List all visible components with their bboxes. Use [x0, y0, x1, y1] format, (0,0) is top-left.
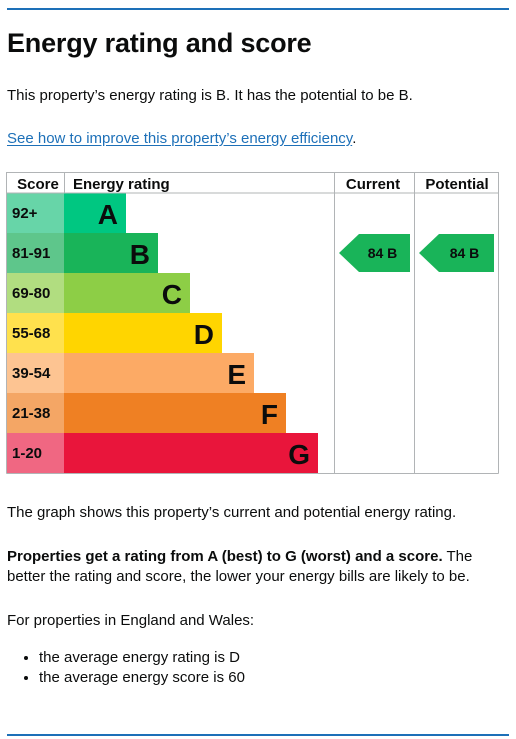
band-letter-d: D [194, 319, 214, 350]
chart-headers: Score Energy rating Current Potential [17, 176, 489, 193]
score-cell-f [7, 393, 64, 433]
band-bar-e [64, 353, 254, 393]
graph-caption: The graph shows this property’s current … [7, 504, 457, 521]
score-range-f: 21-38 [12, 405, 50, 422]
rating-markers: 84 B 84 B [339, 234, 494, 272]
rating-bands: 92+ A 81-91 B 69-80 C 55-68 D 39-54 E 21-38 F 1-20 G [7, 193, 318, 473]
band-letter-f: F [261, 399, 278, 430]
header-current: Current [346, 176, 400, 193]
score-cell-g [7, 433, 64, 473]
score-cell-e [7, 353, 64, 393]
current-rating-arrow [339, 234, 410, 272]
band-bar-f [64, 393, 286, 433]
header-score: Score [17, 176, 59, 193]
band-bar-a [64, 193, 126, 233]
band-bar-g [64, 433, 318, 473]
band-bar-c [64, 273, 190, 313]
top-rule [7, 8, 509, 10]
chart-grid [6, 172, 499, 474]
average-rating-item: the average energy rating is D [39, 648, 245, 668]
band-bar-b [64, 233, 158, 273]
rating-info: Properties get a rating from A (best) to… [7, 547, 507, 587]
band-letter-e: E [227, 359, 246, 390]
rating-summary: This property’s energy rating is B. It h… [7, 87, 413, 104]
improve-efficiency-link[interactable]: See how to improve this property’s energ… [7, 130, 353, 147]
bottom-rule [7, 734, 509, 736]
score-range-e: 39-54 [12, 365, 51, 382]
score-range-a: 92+ [12, 205, 38, 222]
band-letter-g: G [288, 439, 310, 470]
region-intro: For properties in England and Wales: [7, 612, 255, 629]
header-potential: Potential [425, 176, 488, 193]
averages-list: the average energy rating is D the avera… [7, 648, 245, 688]
rating-info-bold: Properties get a rating from A (best) to… [7, 548, 443, 565]
page-title: Energy rating and score [7, 28, 312, 58]
score-cell-b [7, 233, 64, 273]
score-range-d: 55-68 [12, 325, 50, 342]
potential-rating-arrow [419, 234, 494, 272]
header-energy-rating: Energy rating [73, 176, 170, 193]
score-cell-d [7, 313, 64, 353]
score-cell-c [7, 273, 64, 313]
energy-rating-chart: 92+ A81-91 B69-80 C55-68 D39-54 E21-38 F1-20 G … [6, 172, 499, 474]
score-range-c: 69-80 [12, 285, 50, 302]
improve-link-line: See how to improve this property’s energ… [7, 129, 356, 149]
score-range-b: 81-91 [12, 245, 50, 262]
band-letter-b: B [130, 239, 150, 270]
current-rating-label: 84 B [368, 245, 398, 261]
score-range-g: 1-20 [12, 445, 42, 462]
band-letter-c: C [162, 279, 182, 310]
band-letter-a: A [98, 199, 118, 230]
potential-rating-label: 84 B [450, 245, 480, 261]
rating-info-rest: The better the rating and score, the low… [7, 548, 473, 585]
average-score-item: the average energy score is 60 [39, 668, 245, 688]
score-cell-a [7, 193, 64, 233]
link-suffix: . [352, 130, 357, 147]
band-bar-d [64, 313, 222, 353]
